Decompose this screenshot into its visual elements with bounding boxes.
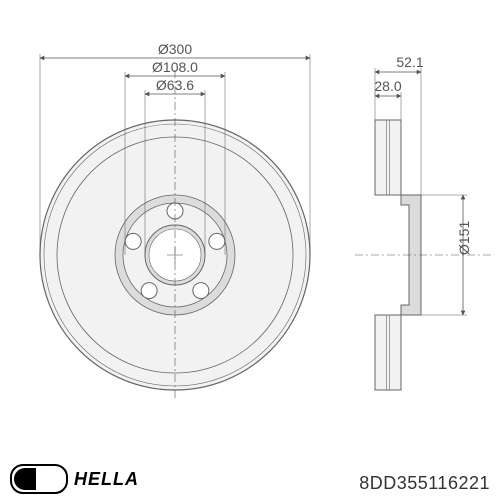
brand-logo: HELLA bbox=[10, 464, 139, 494]
brand-text: HELLA bbox=[74, 469, 139, 490]
part-number: 8DD355116221 bbox=[359, 473, 490, 494]
bolt-hole bbox=[193, 283, 209, 299]
bolt-hole bbox=[209, 233, 225, 249]
bolt-hole bbox=[141, 283, 157, 299]
dim-outer-diameter: Ø300 bbox=[158, 41, 192, 57]
dim-offset: 52.1 bbox=[396, 54, 423, 70]
bolt-hole bbox=[125, 233, 141, 249]
dim-hub-bore: Ø63.6 bbox=[156, 77, 194, 93]
dim-thickness: 28.0 bbox=[374, 78, 401, 94]
hella-badge bbox=[10, 464, 68, 494]
dim-pcd: Ø108.0 bbox=[152, 59, 198, 75]
dim-overall-height: Ø151 bbox=[456, 221, 472, 255]
front-view bbox=[40, 70, 310, 400]
